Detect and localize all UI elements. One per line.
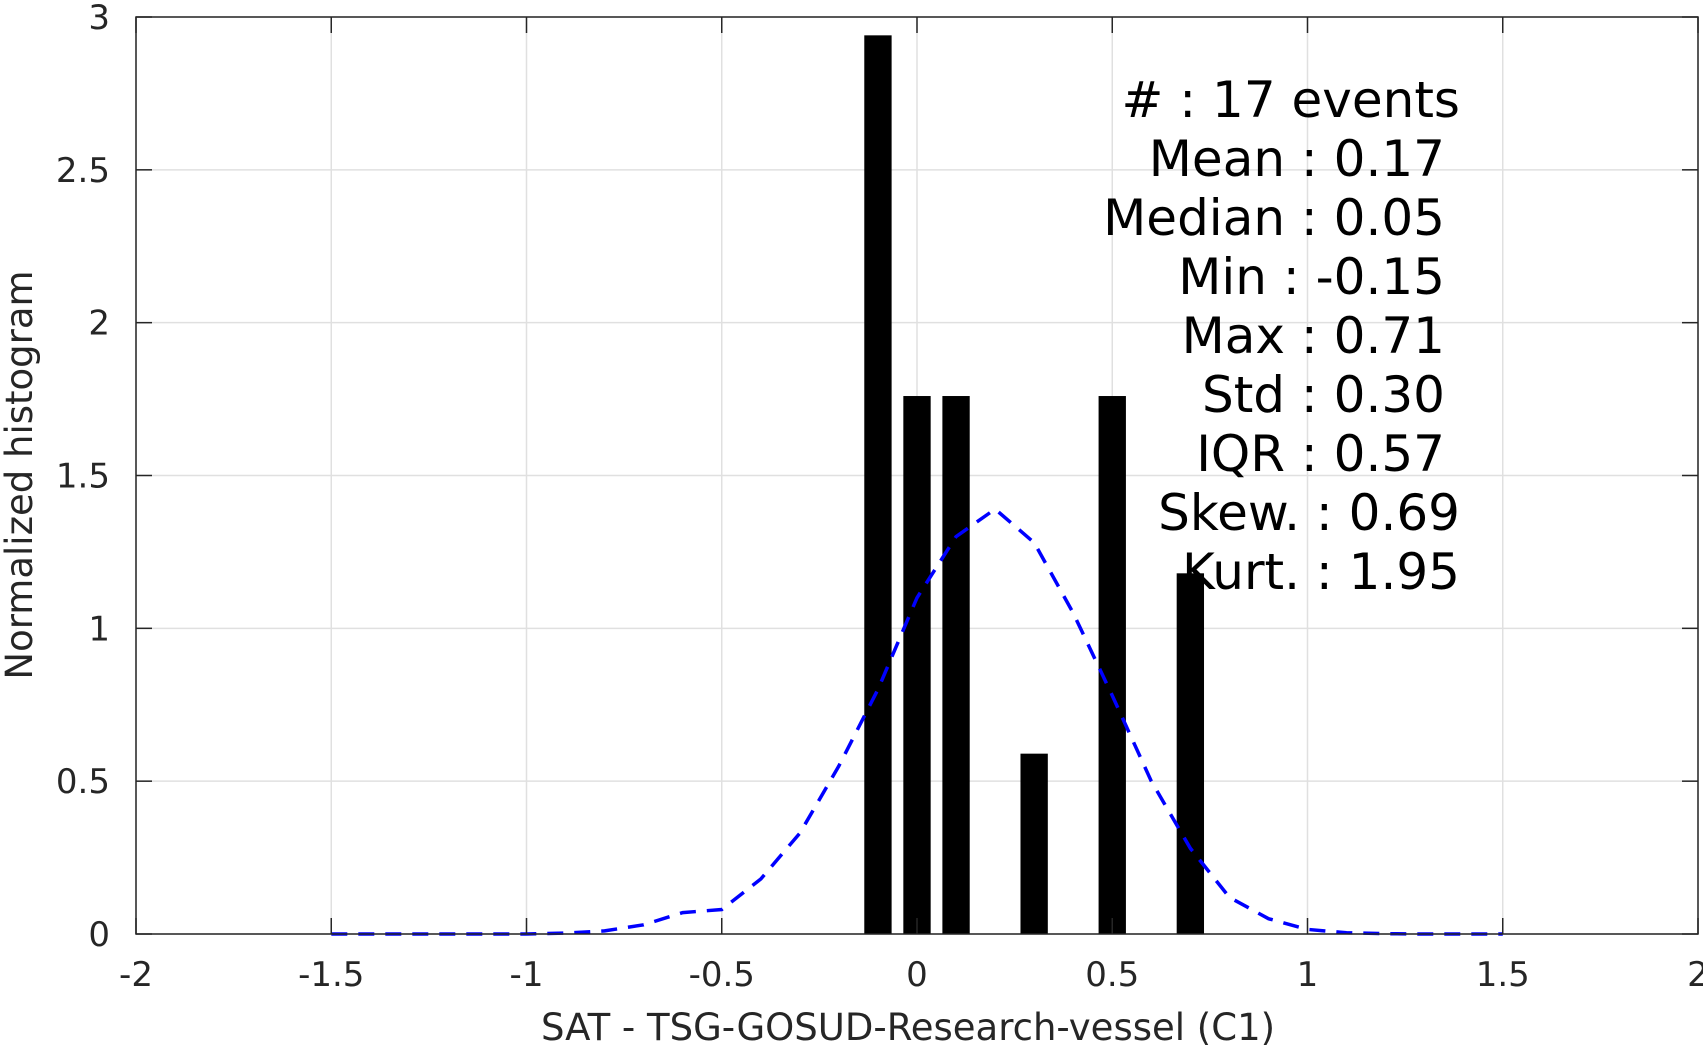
stats-line: Min : -0.15 (1178, 248, 1445, 306)
y-tick-label: 1 (88, 609, 110, 649)
stats-line: Kurt. : 1.95 (1182, 543, 1460, 601)
x-tick-label: -1.5 (298, 955, 364, 995)
y-axis-ticks: 0 0.5 1 1.5 2 2.5 3 (56, 0, 1698, 955)
x-axis-ticks: -2 -1.5 -1 -0.5 0 0.5 1 1.5 2 (119, 17, 1703, 995)
histogram-bar (903, 396, 931, 934)
x-axis-label: SAT - TSG-GOSUD-Research-vessel (C1) (541, 1006, 1275, 1049)
histogram-bar (1098, 396, 1126, 934)
x-tick-label: 0.5 (1085, 955, 1139, 995)
stats-line: Max : 0.71 (1182, 307, 1445, 365)
x-tick-label: 1.5 (1476, 955, 1530, 995)
x-tick-label: -1 (510, 955, 544, 995)
x-tick-label: 0 (906, 955, 928, 995)
stats-line: Std : 0.30 (1202, 366, 1445, 424)
stats-line: Skew. : 0.69 (1158, 484, 1460, 542)
y-tick-label: 0 (88, 915, 110, 955)
histogram-bar (1176, 573, 1205, 934)
x-tick-label: -0.5 (689, 955, 755, 995)
histogram-bars (864, 35, 1205, 934)
y-tick-label: 3 (88, 0, 110, 38)
x-tick-label: 1 (1297, 955, 1319, 995)
y-tick-label: 2 (88, 304, 110, 344)
x-tick-label: -2 (119, 955, 153, 995)
histogram-bar (1020, 753, 1048, 934)
x-tick-label: 2 (1687, 955, 1703, 995)
histogram-bar (864, 35, 892, 934)
y-tick-label: 2.5 (56, 151, 110, 191)
y-axis-label: Normalized histogram (0, 270, 41, 679)
stats-line: Mean : 0.17 (1149, 130, 1445, 188)
stats-line: IQR : 0.57 (1196, 425, 1445, 483)
y-tick-label: 1.5 (56, 457, 110, 497)
stats-line: Median : 0.05 (1103, 189, 1445, 247)
y-tick-label: 0.5 (56, 762, 110, 802)
stats-line: # : 17 events (1121, 71, 1460, 129)
histogram-bar (942, 396, 970, 934)
